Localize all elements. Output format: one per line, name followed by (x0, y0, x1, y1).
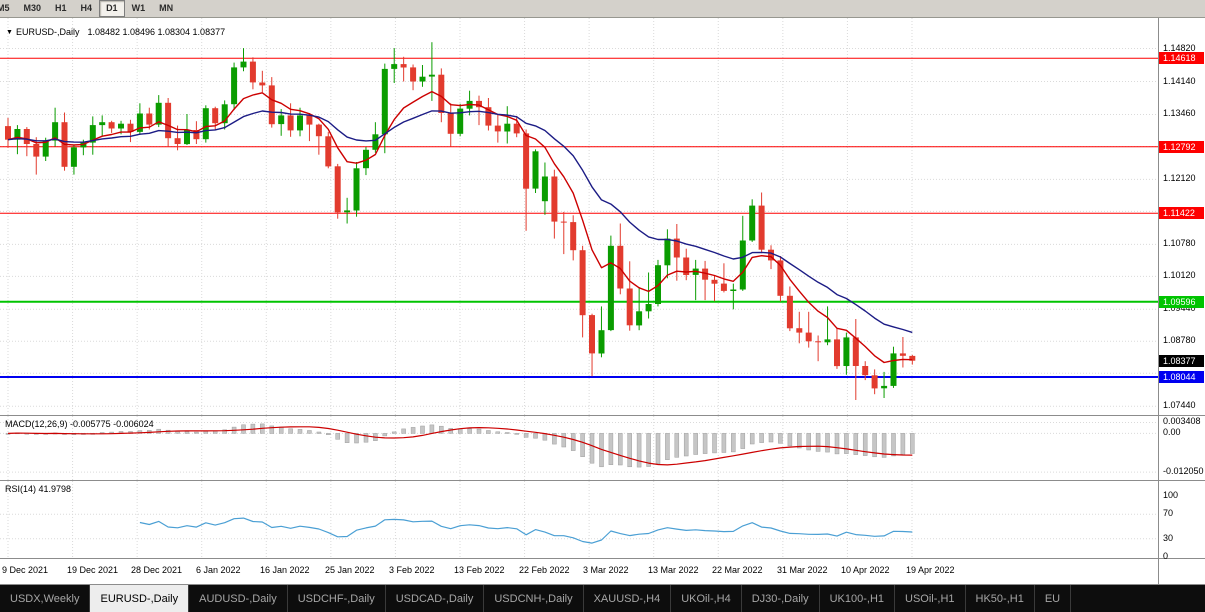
rsi-scale-label: 100 (1163, 490, 1179, 500)
price-axis-label: 1.14140 (1163, 76, 1196, 86)
timeframe-button-h4[interactable]: H4 (80, 3, 93, 13)
price-level-badge: 1.11422 (1159, 207, 1204, 219)
price-axis-label: 1.09440 (1163, 303, 1196, 313)
chart-tabs-bar: USDX,Weekly EURUSD-,Daily AUDUSD-,Daily USD… (0, 585, 1205, 612)
rsi-current-value: 41.9798 (38, 484, 72, 494)
date-axis-label: 31 Mar 2022 (777, 565, 828, 575)
macd-current-values: -0.005775 -0.006024 (70, 419, 154, 429)
chart-tab-hk50-h1[interactable]: HK50-,H1 (966, 585, 1035, 612)
rsi-layer (0, 513, 1158, 544)
current-price-badge: 1.08377 (1159, 355, 1204, 367)
date-axis-label: 22 Mar 2022 (712, 565, 763, 575)
timeframe-button-m5[interactable]: M5 (0, 3, 10, 13)
price-level-badge: 1.14618 (1159, 52, 1204, 64)
date-axis-label: 9 Dec 2021 (2, 565, 49, 575)
macd-scale-label: -0.012050 (1163, 466, 1204, 476)
date-axis-label: 13 Feb 2022 (454, 565, 505, 575)
symbol-dropdown-icon[interactable]: ▼ (6, 29, 13, 36)
chart-tab-usdcnh-daily[interactable]: USDCNH-,Daily (484, 585, 584, 612)
chart-tab-eu[interactable]: EU (1035, 585, 1072, 612)
timeframe-button-m30[interactable]: M30 (23, 3, 42, 13)
timeframe-button-mn[interactable]: MN (159, 3, 174, 13)
rsi-name: RSI(14) (5, 484, 37, 494)
rsi-scale-label: 30 (1163, 533, 1174, 543)
candles-layer (5, 42, 916, 400)
chart-tab-usoil-h1[interactable]: USOil-,H1 (895, 585, 966, 612)
price-level-badge: 1.09596 (1159, 296, 1204, 308)
timeframe-button-h1[interactable]: H1 (55, 3, 67, 13)
rsi-indicator-label: RSI(14) 41.9798 (5, 484, 71, 494)
chart-tab-uk100-h1[interactable]: UK100-,H1 (820, 585, 896, 612)
price-axis-label: 1.07440 (1163, 400, 1196, 410)
timeframe-toolbar: M5 M30 H1 H4 D1 W1 MN (0, 0, 1205, 18)
macd-scale-label: 0.00 (1163, 427, 1181, 437)
macd-name: MACD(12,26,9) (5, 419, 68, 429)
price-axis-label: 1.10120 (1163, 270, 1196, 280)
date-axis-label: 28 Dec 2021 (131, 565, 183, 575)
date-axis-label: 6 Jan 2022 (196, 565, 241, 575)
price-axis-label: 1.12120 (1163, 173, 1196, 183)
chart-tab-dj30-daily[interactable]: DJ30-,Daily (742, 585, 820, 612)
chart-tab-usdcad-daily[interactable]: USDCAD-,Daily (386, 585, 485, 612)
panel-frame-layer (0, 18, 1205, 585)
date-axis-label: 3 Mar 2022 (583, 565, 629, 575)
rsi-scale-label: 0 (1163, 551, 1169, 561)
rsi-scale-label: 70 (1163, 508, 1174, 518)
chart-tab-eurusd-daily[interactable]: EURUSD-,Daily (90, 585, 190, 612)
chart-tab-xauusd-h4[interactable]: XAUUSD-,H4 (584, 585, 672, 612)
timeframe-button-w1[interactable]: W1 (131, 3, 146, 13)
price-level-badge: 1.12792 (1159, 141, 1204, 153)
price-axis-label: 1.14820 (1163, 43, 1196, 53)
chart-ohlc-readout: ▼ EURUSD-,Daily 1.08482 1.08496 1.08304 1.… (6, 27, 225, 37)
date-axis-label: 22 Feb 2022 (519, 565, 570, 575)
macd-scale-label: 0.003408 (1163, 416, 1201, 426)
level-lines-layer (0, 57, 1158, 378)
price-axis-label: 1.08780 (1163, 335, 1196, 345)
price-axis-label: 1.13460 (1163, 108, 1196, 118)
date-axis-label: 16 Jan 2022 (260, 565, 310, 575)
date-axis-label: 3 Feb 2022 (389, 565, 435, 575)
grid-layer (0, 18, 1158, 558)
chart-tab-usdx-weekly[interactable]: USDX,Weekly (0, 585, 91, 612)
chart-ohlc-values: 1.08482 1.08496 1.08304 1.08377 (87, 27, 226, 37)
date-axis-label: 19 Dec 2021 (67, 565, 119, 575)
chart-tab-ukoil-h4[interactable]: UKOil-,H4 (671, 585, 742, 612)
date-axis-label: 10 Apr 2022 (841, 565, 890, 575)
price-axis-label: 1.10780 (1163, 238, 1196, 248)
date-axis-label: 13 Mar 2022 (648, 565, 699, 575)
chart-tab-audusd-daily[interactable]: AUDUSD-,Daily (189, 585, 288, 612)
chart-symbol-label: EURUSD-,Daily (15, 27, 80, 37)
date-axis-label: 25 Jan 2022 (325, 565, 375, 575)
price-level-badge: 1.08044 (1159, 371, 1204, 383)
moving-averages-layer (7, 90, 913, 364)
macd-indicator-label: MACD(12,26,9) -0.005775 -0.006024 (5, 419, 154, 429)
date-axis-label: 19 Apr 2022 (906, 565, 955, 575)
chart-tab-usdchf-daily[interactable]: USDCHF-,Daily (288, 585, 386, 612)
timeframe-button-d1[interactable]: D1 (99, 0, 125, 17)
macd-layer (0, 422, 1158, 473)
